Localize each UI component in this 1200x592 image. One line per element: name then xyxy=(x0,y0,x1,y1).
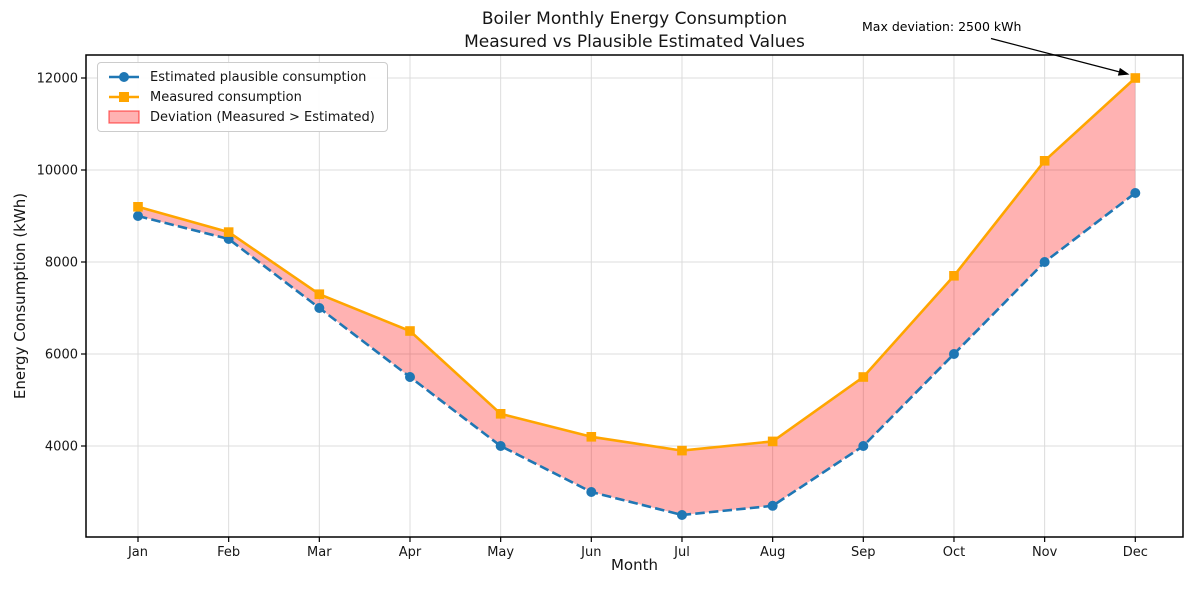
measured-marker xyxy=(1039,156,1050,166)
measured-marker xyxy=(949,271,959,281)
estimated-line xyxy=(137,191,1137,517)
legend-item-deviation: Deviation (Measured > Estimated) xyxy=(107,108,378,126)
measured-line xyxy=(137,77,1137,452)
legend-item-measured: Measured consumption xyxy=(107,88,378,106)
x-tick-label: Jul xyxy=(673,545,690,560)
measured-marker xyxy=(495,409,506,419)
y-axis-label: Energy Consumption (kWh) xyxy=(11,192,29,400)
estimated-marker xyxy=(586,487,597,497)
legend-label-deviation: Deviation (Measured > Estimated) xyxy=(150,109,375,125)
y-tick-label: 4000 xyxy=(45,440,78,455)
measured-marker xyxy=(677,445,687,456)
estimated-marker xyxy=(1130,188,1141,198)
plot-border xyxy=(85,54,1184,538)
deviation-patch-swatch xyxy=(108,110,140,124)
measured-swatch-marker-icon xyxy=(119,92,129,102)
measured-line-swatch xyxy=(109,92,139,102)
y-tick-label: 10000 xyxy=(37,164,78,179)
x-tick-label: Oct xyxy=(943,545,965,560)
legend: Estimated plausible consumption Measured… xyxy=(97,62,388,132)
annotation-arrowhead-icon xyxy=(1117,67,1130,76)
deviation-fill-area xyxy=(138,78,1136,515)
legend-label-measured: Measured consumption xyxy=(150,89,302,105)
annotation-arrow xyxy=(990,37,1120,73)
measured-marker xyxy=(767,436,778,447)
y-tick-label: 6000 xyxy=(45,348,78,363)
estimated-marker xyxy=(858,441,869,451)
estimated-marker xyxy=(404,372,415,382)
x-tick-label: May xyxy=(487,545,514,560)
x-tick-label: Dec xyxy=(1123,545,1148,560)
x-tick-label: Sep xyxy=(851,545,876,560)
measured-marker xyxy=(1130,73,1141,83)
x-tick-label: Nov xyxy=(1032,545,1058,560)
estimated-marker xyxy=(948,349,959,359)
chart-title: Boiler Monthly Energy Consumption Measur… xyxy=(86,8,1183,54)
estimated-swatch-marker-icon xyxy=(119,72,129,82)
x-tick-label: Feb xyxy=(217,545,240,560)
x-tick-label: Aug xyxy=(760,545,785,560)
estimated-marker xyxy=(676,510,687,520)
x-axis-label: Month xyxy=(610,556,658,574)
estimated-marker xyxy=(1039,257,1050,267)
y-tick-label: 8000 xyxy=(45,256,78,271)
estimated-line-swatch xyxy=(109,72,139,82)
max-deviation-annotation: Max deviation: 2500 kWh xyxy=(862,19,1022,34)
x-tick-label: Mar xyxy=(307,545,332,560)
measured-marker xyxy=(858,372,869,382)
measured-marker xyxy=(405,326,415,336)
chart-title-line1: Boiler Monthly Energy Consumption xyxy=(481,9,788,29)
x-tick-label: Jun xyxy=(580,545,601,560)
estimated-marker xyxy=(767,500,778,511)
estimated-marker xyxy=(495,441,506,451)
y-tick-label: 12000 xyxy=(37,72,78,87)
estimated-marker xyxy=(133,211,143,221)
estimated-marker xyxy=(314,303,325,313)
deviation-swatch-patch-icon xyxy=(108,110,140,124)
measured-marker xyxy=(133,202,143,212)
legend-label-estimated: Estimated plausible consumption xyxy=(150,69,367,85)
legend-item-estimated: Estimated plausible consumption xyxy=(107,68,378,86)
measured-marker xyxy=(314,289,325,299)
measured-marker xyxy=(223,227,234,237)
x-tick-label: Apr xyxy=(399,545,422,560)
measured-marker xyxy=(586,432,597,442)
x-tick-label: Jan xyxy=(127,545,148,560)
chart-title-line2: Measured vs Plausible Estimated Values xyxy=(464,32,805,52)
